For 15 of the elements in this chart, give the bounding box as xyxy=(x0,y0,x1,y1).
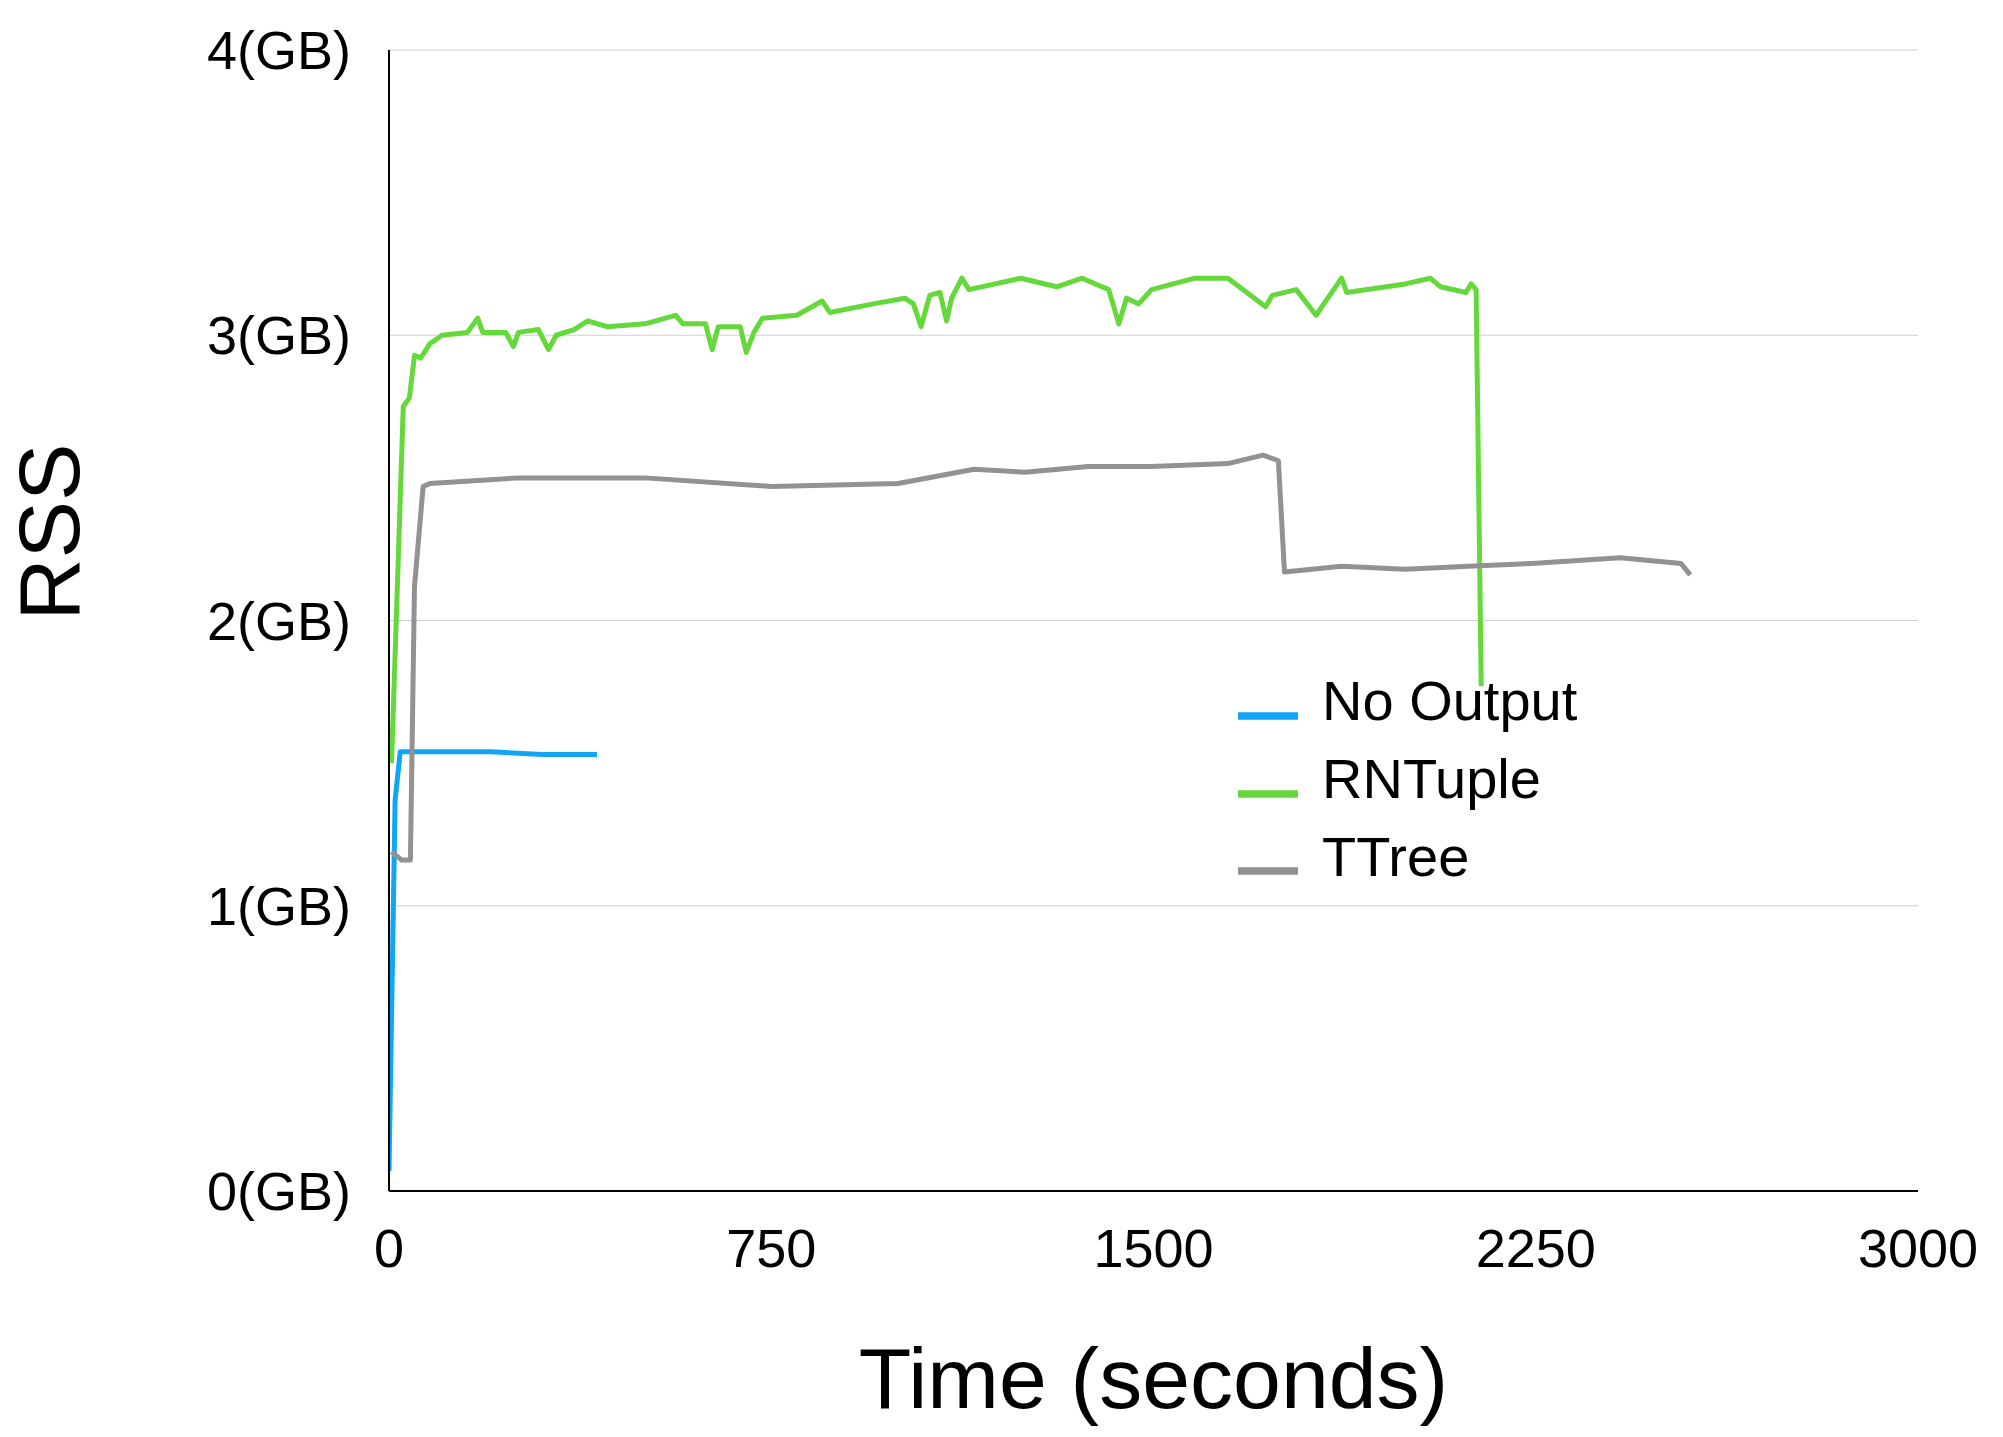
legend-label: TTree xyxy=(1322,824,1470,888)
x-tick-label: 750 xyxy=(726,1218,817,1279)
x-tick-label: 2250 xyxy=(1475,1218,1596,1279)
legend-label: No Output xyxy=(1322,669,1578,732)
y-tick-label: 1(GB) xyxy=(206,875,351,936)
x-tick-label: 3000 xyxy=(1857,1218,1979,1279)
y-tick-label: 0(GB) xyxy=(206,1161,351,1222)
x-tick-label: 0 xyxy=(373,1218,405,1279)
y-axis-title: RSS xyxy=(0,443,97,621)
y-tick-label: 4(GB) xyxy=(206,20,351,81)
y-tick-label: 2(GB) xyxy=(206,590,351,651)
y-tick-label: 3(GB) xyxy=(206,305,351,366)
legend-label: RNTuple xyxy=(1322,746,1541,810)
x-axis-title: Time (seconds) xyxy=(858,1330,1449,1426)
x-tick-label: 1500 xyxy=(1093,1218,1214,1279)
